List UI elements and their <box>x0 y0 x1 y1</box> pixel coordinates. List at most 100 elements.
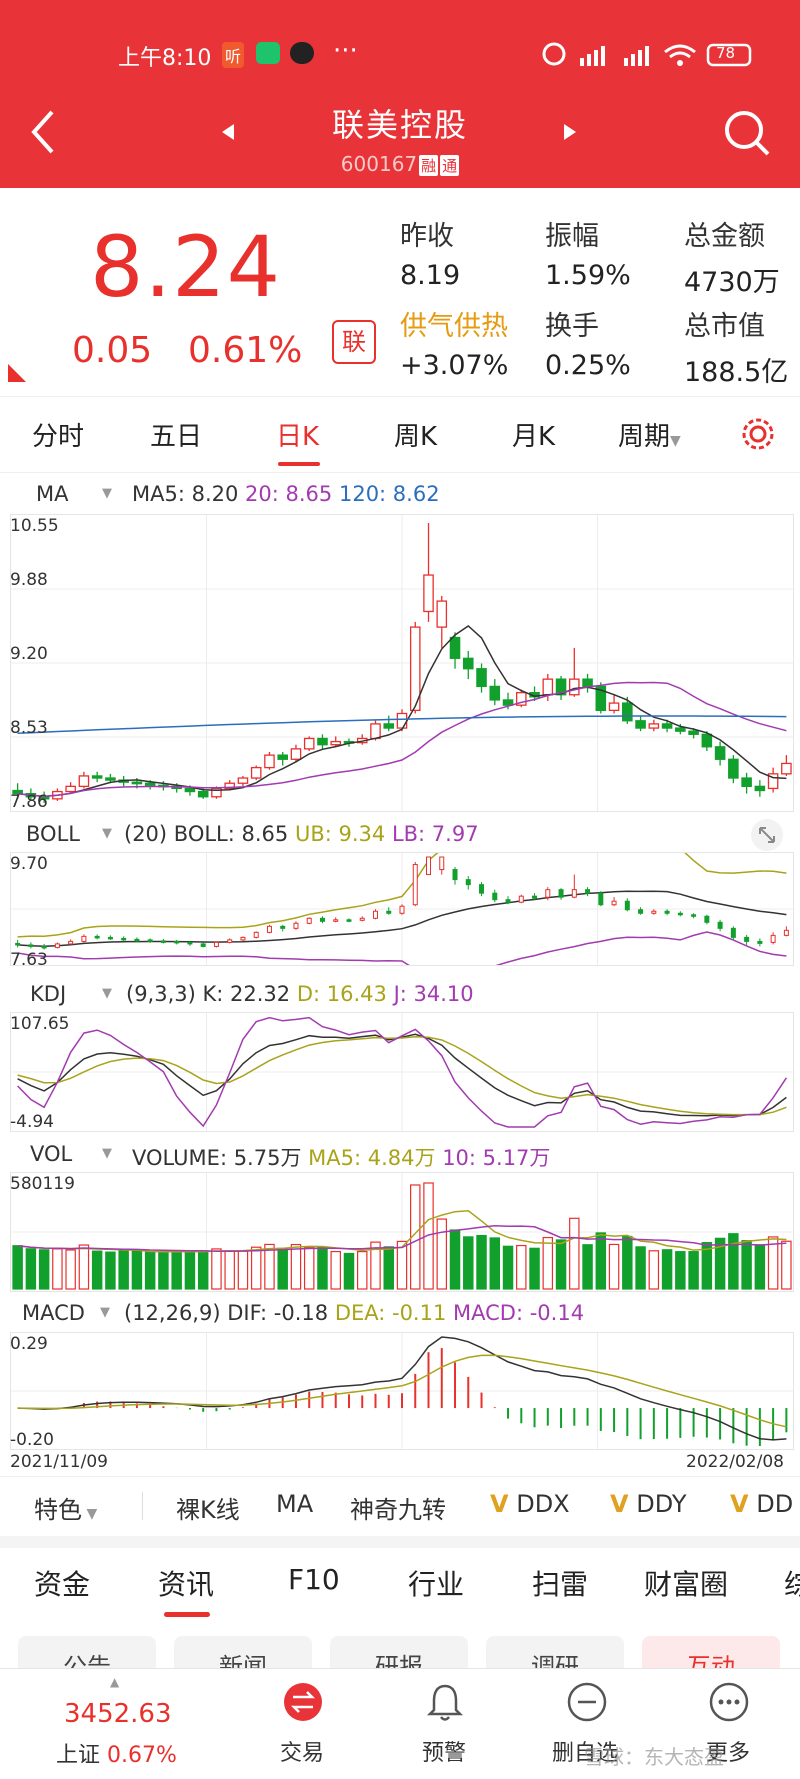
feature-ddx[interactable]: V DDX <box>490 1490 570 1518</box>
index-value[interactable]: 3452.63 <box>64 1699 172 1729</box>
back-icon[interactable] <box>28 108 56 156</box>
ma20-value: 20: 8.65 <box>245 482 333 506</box>
next-stock-icon[interactable] <box>562 122 578 142</box>
tab-monthly-k[interactable]: 月K <box>512 422 556 452</box>
kdj-j-line <box>17 1016 788 1128</box>
trade-icon[interactable] <box>282 1681 324 1723</box>
kdj-axis-min: -4.94 <box>10 1112 54 1132</box>
volume-bar <box>728 1233 739 1290</box>
watchlist-remove-icon[interactable] <box>566 1681 608 1723</box>
boll-candle-body <box>664 910 670 914</box>
feature-ma[interactable]: MA <box>276 1490 314 1518</box>
candle-body <box>317 737 328 746</box>
feature-naked-k[interactable]: 裸K线 <box>176 1496 240 1524</box>
search-icon[interactable] <box>722 108 772 158</box>
macd-panel[interactable] <box>10 1332 794 1450</box>
tab-risk-scan[interactable]: 扫雷 <box>532 1568 589 1601</box>
active-tab-indicator <box>278 462 320 466</box>
tab-period[interactable]: 周期▼ <box>618 416 681 453</box>
tab-more-cut[interactable]: 综 <box>784 1568 800 1601</box>
boll-candle-body <box>571 889 577 898</box>
expand-icon[interactable] <box>750 818 784 852</box>
settings-gear-icon[interactable] <box>740 416 776 452</box>
nav-alert[interactable]: 预警 <box>422 1741 467 1766</box>
boll-ub: UB: 9.34 <box>294 822 386 846</box>
nav-remove-watch[interactable]: 删自选 <box>552 1741 619 1766</box>
bottom-nav: ▲ 3452.63 上证 0.67% 交易 预警 删自选 更多 雪球：东大态盈 <box>0 1668 800 1779</box>
boll-candle-body <box>426 856 432 876</box>
vol-dropdown-icon[interactable]: ▼ <box>102 1146 112 1161</box>
feature-ddz[interactable]: V DD <box>730 1490 794 1518</box>
feature-special[interactable]: 特色 ▼ <box>34 1496 98 1524</box>
collapse-arrow-icon[interactable]: ▲ <box>110 1675 120 1689</box>
kdj-indicator-name[interactable]: KDJ <box>30 982 67 1006</box>
candle-body <box>436 600 448 628</box>
vol-panel[interactable] <box>10 1172 794 1292</box>
volume-bar <box>675 1251 686 1290</box>
stat-label-amplitude: 振幅 <box>545 221 599 252</box>
boll-candle-body <box>505 899 511 903</box>
kdj-panel[interactable] <box>10 1012 794 1132</box>
tab-weekly-k[interactable]: 周K <box>394 422 438 452</box>
tab-five-day[interactable]: 五日 <box>150 422 203 452</box>
vol-indicator-name[interactable]: VOL <box>30 1142 73 1166</box>
volume-bar <box>449 1229 461 1290</box>
ma-dropdown-icon[interactable]: ▼ <box>102 486 112 501</box>
feature-nine-turn[interactable]: 神奇九转 <box>350 1496 446 1524</box>
status-more-dots: ··· <box>333 36 358 66</box>
candle-body <box>105 777 116 781</box>
boll-candle-body <box>187 941 193 945</box>
macd-dropdown-icon[interactable]: ▼ <box>100 1305 110 1320</box>
stock-code-line: 600167 融通 <box>0 152 800 176</box>
candle-body <box>502 699 514 706</box>
volume-bar <box>171 1251 182 1290</box>
tab-funds[interactable]: 资金 <box>34 1568 91 1601</box>
boll-axis-max: 9.70 <box>10 854 48 874</box>
boll-indicator-name[interactable]: BOLL <box>26 822 80 846</box>
volume-bar <box>78 1244 90 1290</box>
lian-button[interactable]: 联 <box>332 320 376 364</box>
stat-turnover-amount: 4730万 <box>684 267 780 298</box>
boll-candle-body <box>730 927 736 938</box>
nav-trade[interactable]: 交易 <box>280 1741 325 1766</box>
stat-market-cap: 188.5亿 <box>684 357 789 388</box>
sector-name[interactable]: 供气供热 <box>400 311 508 342</box>
ma-indicator-name[interactable]: MA <box>36 482 69 506</box>
macd-indicator-name[interactable]: MACD <box>22 1301 85 1325</box>
price-axis-min: 7.86 <box>10 792 48 812</box>
tab-industry[interactable]: 行业 <box>408 1568 465 1601</box>
volume-bar <box>622 1235 633 1290</box>
nav-more[interactable]: 更多 <box>706 1741 751 1766</box>
vol-ma5: MA5: 4.84万 <box>308 1146 436 1170</box>
kline-panel[interactable] <box>10 514 794 812</box>
volume-bar <box>701 1242 713 1290</box>
tab-intraday[interactable]: 分时 <box>32 422 85 452</box>
candle-body <box>184 787 196 793</box>
boll-panel[interactable] <box>10 842 794 983</box>
boll-candle-body <box>691 914 697 917</box>
corner-triangle-icon <box>8 364 26 382</box>
tab-wealth-circle[interactable]: 财富圈 <box>644 1568 729 1601</box>
boll-candle-body <box>213 941 219 947</box>
volume-bar <box>781 1240 792 1290</box>
candle-body <box>595 685 607 712</box>
prev-stock-icon[interactable] <box>220 122 236 142</box>
boll-candle-body <box>174 940 180 944</box>
volume-bar <box>356 1250 368 1290</box>
volume-bar <box>423 1182 434 1290</box>
kdj-dropdown-icon[interactable]: ▼ <box>102 986 112 1001</box>
tab-news[interactable]: 资讯 <box>158 1568 215 1601</box>
candle-body <box>330 740 342 746</box>
candle-body <box>144 782 156 786</box>
tab-daily-k[interactable]: 日K <box>276 422 320 452</box>
more-icon[interactable] <box>708 1681 750 1723</box>
boll-candle-body <box>439 856 445 871</box>
bell-icon[interactable] <box>424 1681 466 1723</box>
candle-body <box>449 636 461 659</box>
boll-candle-body <box>94 935 100 939</box>
feature-ddy[interactable]: V DDY <box>610 1490 687 1518</box>
boll-dropdown-icon[interactable]: ▼ <box>102 826 112 841</box>
boll-candle-body <box>677 912 683 916</box>
volume-bar <box>569 1217 580 1290</box>
tab-f10[interactable]: F10 <box>288 1563 340 1596</box>
